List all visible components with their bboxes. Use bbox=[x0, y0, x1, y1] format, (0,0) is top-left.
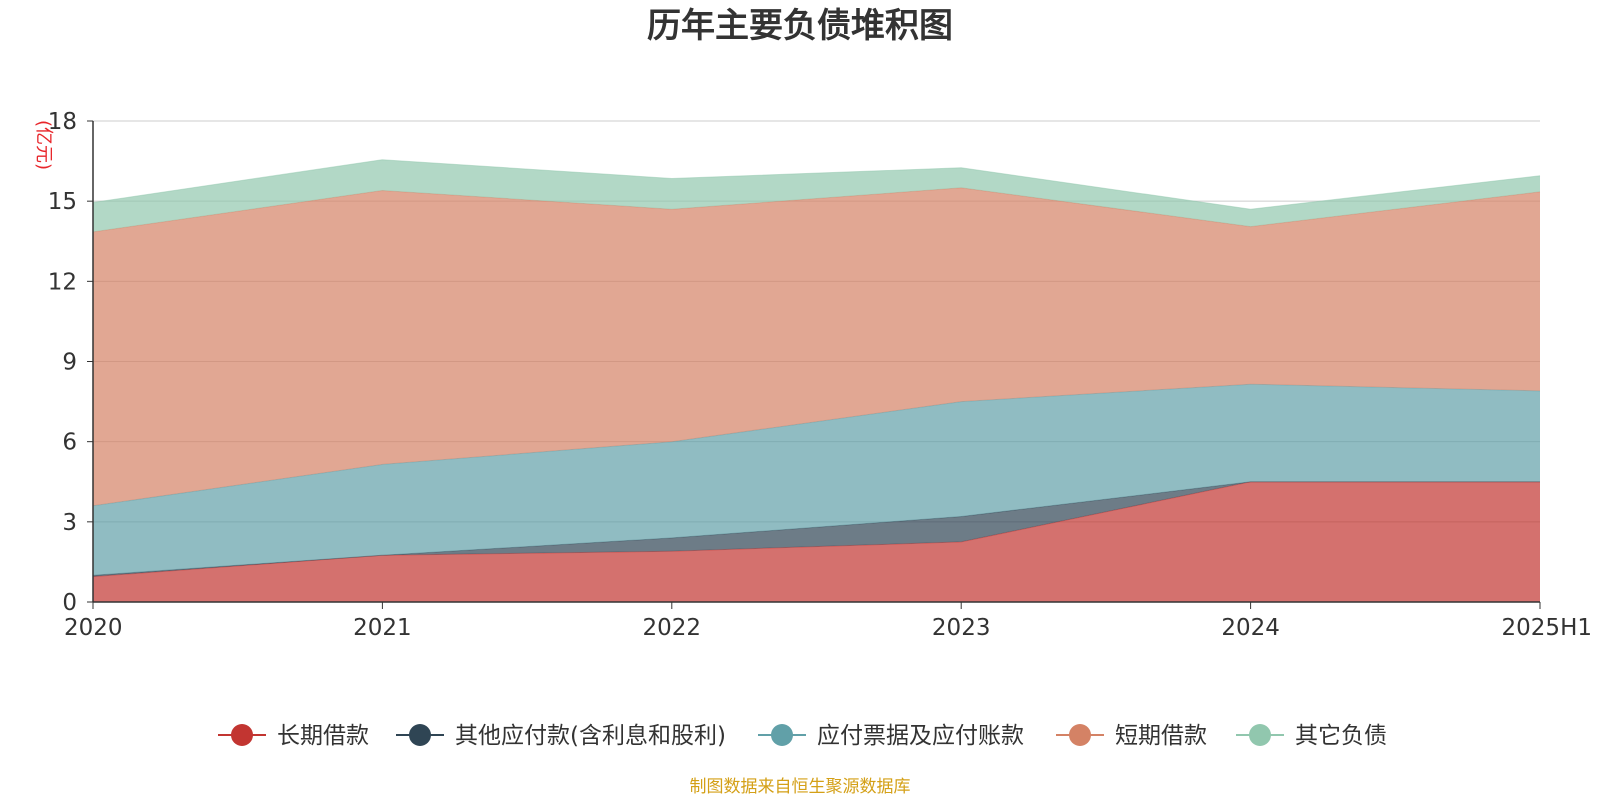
y-tick-label: 18 bbox=[48, 109, 77, 135]
axes: 2020 2021 2022 2023 2024 2025H1 bbox=[64, 121, 1592, 641]
x-tick-label: 2021 bbox=[353, 615, 412, 641]
y-tick-label: 0 bbox=[62, 590, 77, 616]
chart-title: 历年主要负债堆积图 bbox=[647, 6, 953, 46]
area-series-1 bbox=[93, 481, 1540, 577]
legend-marker-2 bbox=[771, 724, 793, 746]
y-tick-label: 12 bbox=[48, 269, 77, 295]
legend-item-1: 其他应付款(含利息和股利) bbox=[396, 723, 726, 749]
y-tick-label: 9 bbox=[62, 350, 77, 376]
y-tick-label: 15 bbox=[48, 189, 77, 215]
legend-item-2: 应付票据及应付账款 bbox=[758, 723, 1024, 749]
legend-marker-0 bbox=[231, 724, 253, 746]
y-axis-unit-label: (亿元) bbox=[33, 120, 54, 170]
data-source-note: 制图数据来自恒生聚源数据库 bbox=[690, 777, 911, 797]
area-series-group bbox=[92, 159, 1541, 602]
x-tick-label: 2022 bbox=[643, 615, 702, 641]
legend-item-3: 短期借款 bbox=[1056, 723, 1207, 749]
area-series-2 bbox=[93, 384, 1540, 576]
legend-marker-4 bbox=[1249, 724, 1271, 746]
legend-label: 其它负债 bbox=[1295, 723, 1387, 749]
y-tick-label: 3 bbox=[62, 510, 77, 536]
area-series-edge-4 bbox=[92, 159, 1541, 210]
legend-label: 其他应付款(含利息和股利) bbox=[455, 723, 726, 749]
legend-item-4: 其它负债 bbox=[1236, 723, 1387, 749]
legend-item-0: 长期借款 bbox=[218, 723, 369, 749]
x-tick-label: 2023 bbox=[932, 615, 991, 641]
legend-label: 短期借款 bbox=[1115, 723, 1207, 749]
legend: 长期借款 其他应付款(含利息和股利) 应付票据及应付账款 短期借款 其它负债 bbox=[218, 723, 1387, 749]
x-tick-label: 2025H1 bbox=[1502, 615, 1592, 641]
area-series-4 bbox=[93, 159, 1540, 232]
legend-marker-1 bbox=[409, 724, 431, 746]
area-series-0 bbox=[93, 481, 1540, 602]
y-tick-label: 6 bbox=[62, 430, 77, 456]
legend-label: 长期借款 bbox=[277, 723, 369, 749]
x-tick-label: 2020 bbox=[64, 615, 123, 641]
legend-label: 应付票据及应付账款 bbox=[817, 723, 1024, 749]
x-tick-label: 2024 bbox=[1221, 615, 1280, 641]
legend-marker-3 bbox=[1069, 724, 1091, 746]
area-series-3 bbox=[93, 187, 1540, 506]
